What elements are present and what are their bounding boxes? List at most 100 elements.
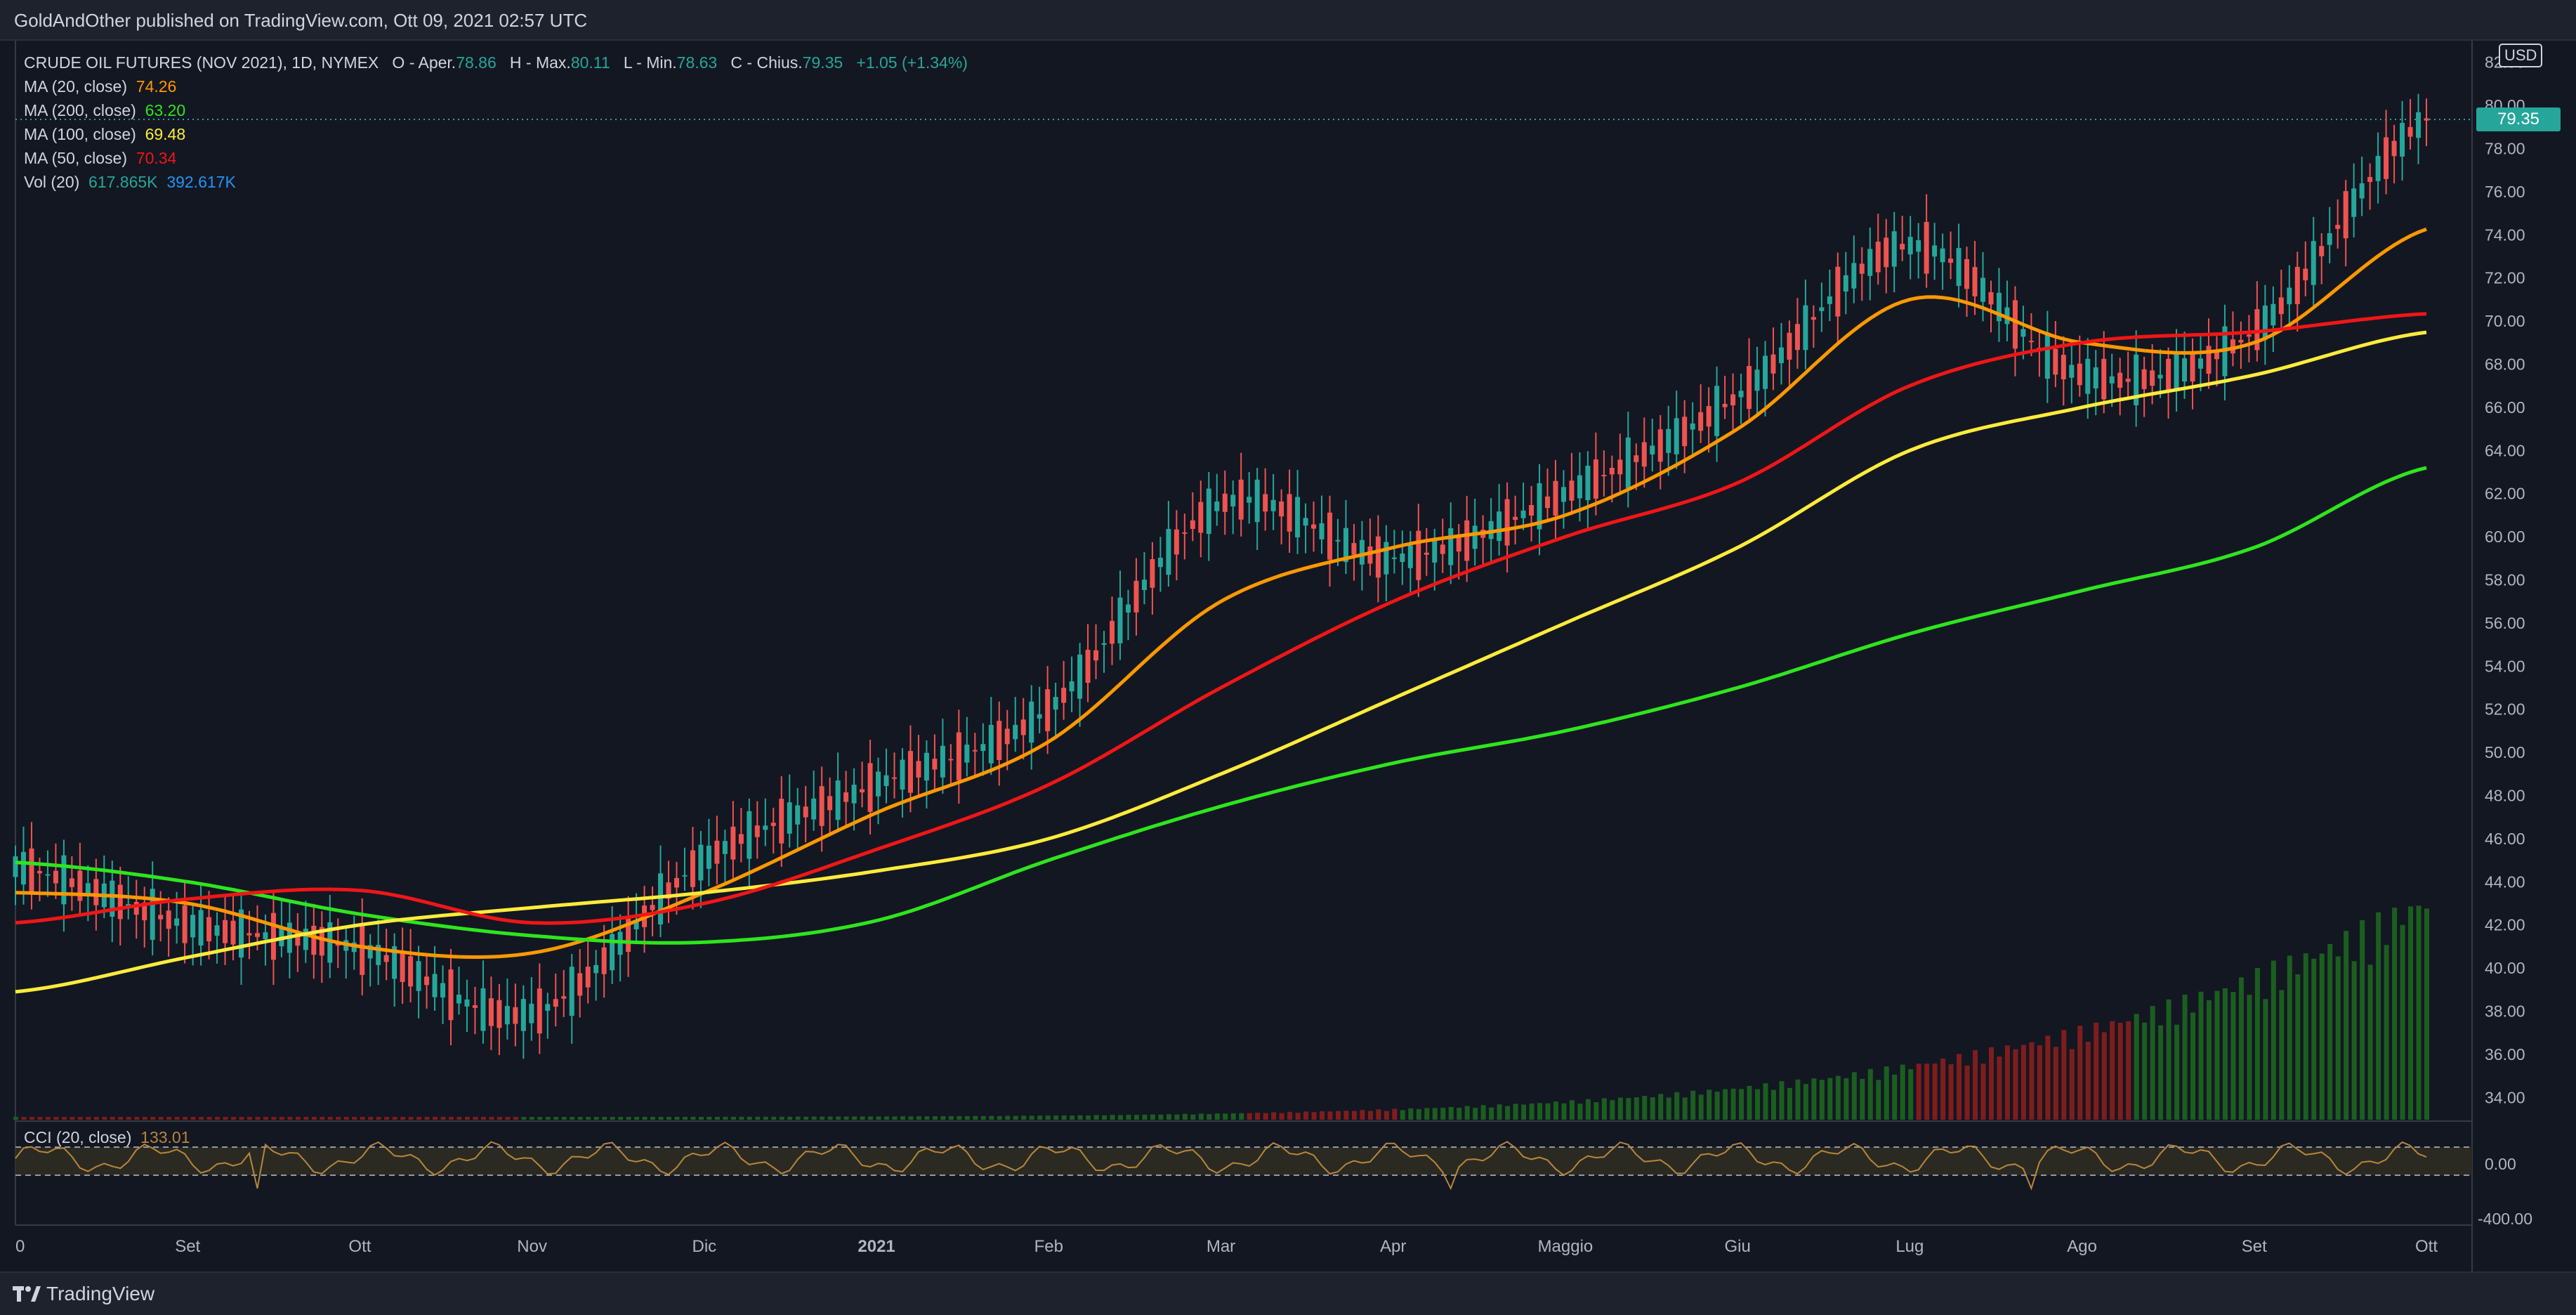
volume-bar — [1932, 1064, 1938, 1120]
candle-body — [2012, 300, 2018, 349]
volume-bar — [1860, 1078, 1865, 1120]
candle-body — [2407, 126, 2413, 137]
candle-body — [529, 1003, 534, 1023]
candle-body — [1593, 459, 1598, 499]
symbol-legend-row[interactable]: CRUDE OIL FUTURES (NOV 2021), 1D, NYMEX … — [24, 51, 968, 74]
chart-legend: CRUDE OIL FUTURES (NOV 2021), 1D, NYMEX … — [24, 51, 968, 194]
candle-body — [1020, 719, 1026, 735]
candle-body — [956, 732, 961, 780]
candle-body — [811, 798, 817, 820]
candle-body — [1537, 483, 1542, 530]
ma200-legend-row[interactable]: MA (200, close) 63.20 — [24, 98, 968, 122]
volume-bar — [698, 1116, 704, 1120]
volume-bar — [2400, 924, 2405, 1120]
candle-body — [1303, 518, 1308, 526]
volume-bar — [868, 1116, 874, 1120]
candle-body — [1803, 305, 1808, 351]
volume-bar — [1682, 1097, 1688, 1120]
candle-body — [666, 882, 671, 899]
volume-bar — [1924, 1064, 1930, 1120]
vol-value-2: 392.617K — [166, 173, 236, 191]
candle-body — [1770, 354, 1776, 374]
ma100-legend-row[interactable]: MA (100, close) 69.48 — [24, 122, 968, 146]
candle-body — [1754, 369, 1760, 391]
candle-body — [367, 945, 373, 959]
candle-body — [2238, 339, 2244, 343]
candle-body — [1424, 552, 1429, 555]
tradingview-logo[interactable]: TradingView — [13, 1283, 155, 1305]
volume-bar — [1102, 1115, 1108, 1120]
candle-body — [2069, 365, 2075, 378]
candle-body — [2246, 334, 2252, 337]
volume-bar — [1634, 1097, 1639, 1120]
candle-body — [440, 983, 446, 997]
candle-body — [1367, 546, 1373, 564]
chart-area[interactable]: 34.00 36.00 38.00 40.00 42.00 44.00 46.00 48.00… — [0, 41, 2576, 1271]
volume-bar — [1416, 1108, 1421, 1120]
candle-body — [1061, 688, 1067, 703]
y-tick-label: 72.00 — [2485, 269, 2525, 287]
volume-bar — [1158, 1114, 1164, 1120]
candle-body — [1641, 442, 1647, 467]
volume-bar — [739, 1116, 744, 1120]
y-tick-label: 44.00 — [2485, 872, 2525, 891]
published-caption: GoldAndOther published on TradingView.co… — [14, 10, 588, 31]
volume-bar — [1779, 1081, 1785, 1120]
candle-body — [626, 917, 631, 953]
candle-body — [1859, 263, 1865, 274]
candle-body — [1666, 428, 1671, 453]
candle-body — [1029, 701, 1034, 743]
candle-body — [561, 996, 567, 999]
y-tick-label: 46.00 — [2485, 830, 2525, 848]
volume-bar — [2126, 1021, 2131, 1120]
volume-bar — [1690, 1090, 1696, 1120]
volume-bar — [1988, 1047, 1994, 1120]
volume-bar — [593, 1116, 599, 1120]
candle-body — [166, 910, 171, 929]
volume-bar — [1263, 1113, 1268, 1120]
candle-body — [1972, 267, 1978, 296]
candle-body — [29, 848, 34, 892]
volume-bar — [1247, 1113, 1252, 1120]
candle-body — [13, 856, 18, 877]
currency-badge[interactable]: USD — [2499, 44, 2543, 67]
candle-body — [2391, 140, 2397, 157]
candle-body — [1706, 406, 1711, 427]
volume-bar — [2053, 1047, 2058, 1120]
ma50-legend-row[interactable]: MA (50, close) 70.34 — [24, 146, 968, 170]
x-tick-label: Giu — [1724, 1237, 1750, 1256]
price-chart[interactable]: 34.00 36.00 38.00 40.00 42.00 44.00 46.00 48.00… — [0, 41, 2576, 1271]
volume-bar — [464, 1116, 470, 1120]
volume-bar — [2110, 1021, 2115, 1120]
candle-body — [2230, 339, 2235, 354]
candle-body — [2367, 176, 2373, 183]
volume-bar — [1005, 1116, 1011, 1120]
volume-bar — [2077, 1026, 2083, 1120]
candle-body — [504, 1006, 510, 1025]
volume-bar — [779, 1116, 784, 1120]
candle-body — [206, 917, 212, 941]
candle-body — [2093, 367, 2098, 389]
volume-bar — [1320, 1111, 1325, 1120]
candle-body — [1133, 580, 1139, 613]
candle-body — [2101, 358, 2107, 400]
candle-body — [2020, 329, 2026, 337]
candle-body — [545, 1004, 551, 1011]
ma20-legend-row[interactable]: MA (20, close) 74.26 — [24, 74, 968, 98]
vol-legend-row[interactable]: Vol (20) 617.865K 392.617K — [24, 170, 968, 194]
volume-bar — [134, 1117, 140, 1120]
volume-bar — [1537, 1103, 1543, 1120]
volume-bar — [2367, 964, 2373, 1120]
volume-bar — [440, 1116, 446, 1120]
cci-legend-row[interactable]: CCI (20, close) 133.01 — [24, 1128, 190, 1147]
volume-bar — [1658, 1094, 1664, 1120]
volume-bar — [1367, 1111, 1373, 1120]
volume-bar — [1811, 1078, 1817, 1120]
candle-body — [1109, 620, 1115, 644]
volume-bar — [1239, 1113, 1244, 1120]
candle-body — [1053, 697, 1058, 710]
vol-label: Vol (20) — [24, 173, 80, 191]
candle-body — [2416, 112, 2421, 138]
volume-bar — [1787, 1087, 1792, 1120]
volume-bar — [2198, 991, 2204, 1120]
